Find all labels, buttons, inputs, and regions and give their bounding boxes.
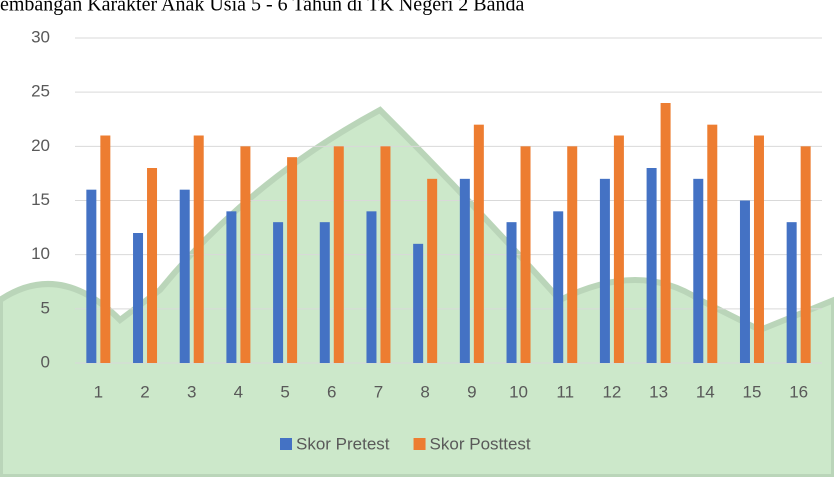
y-tick-label: 15 [31, 190, 50, 209]
bar [801, 146, 811, 363]
bar [427, 179, 437, 363]
y-tick-label: 20 [31, 136, 50, 155]
x-tick-label: 13 [649, 382, 668, 401]
x-tick-label: 7 [374, 382, 383, 401]
x-tick-label: 5 [280, 382, 289, 401]
bar [226, 211, 236, 363]
bar [553, 211, 563, 363]
y-tick-label: 10 [31, 244, 50, 263]
y-tick-label: 30 [31, 27, 50, 46]
bar [413, 244, 423, 363]
bar [194, 136, 204, 364]
x-tick-label: 4 [234, 382, 243, 401]
x-tick-label: 9 [467, 382, 476, 401]
bar [661, 103, 671, 363]
bar [647, 168, 657, 363]
x-tick-label: 3 [187, 382, 196, 401]
bar [754, 136, 764, 364]
bar [707, 125, 717, 363]
x-tick-label: 16 [789, 382, 808, 401]
bar [600, 179, 610, 363]
bar [567, 146, 577, 363]
bar [100, 136, 110, 364]
bar [507, 222, 517, 363]
bar [787, 222, 797, 363]
y-tick-label: 25 [31, 82, 50, 101]
bar [320, 222, 330, 363]
x-tick-label: 10 [509, 382, 528, 401]
bar [693, 179, 703, 363]
bar [460, 179, 470, 363]
bar [273, 222, 283, 363]
x-tick-label: 1 [94, 382, 103, 401]
bar [740, 201, 750, 364]
x-tick-label: 14 [696, 382, 715, 401]
bar [147, 168, 157, 363]
bar [287, 157, 297, 363]
bar [521, 146, 531, 363]
bar [366, 211, 376, 363]
y-tick-label: 0 [41, 352, 50, 371]
chart: embangan Karakter Anak Usia 5 - 6 Tahun … [0, 0, 834, 477]
x-tick-label: 12 [602, 382, 621, 401]
x-tick-label: 8 [420, 382, 429, 401]
bar [334, 146, 344, 363]
chart-title: embangan Karakter Anak Usia 5 - 6 Tahun … [0, 0, 524, 16]
bar [240, 146, 250, 363]
bar [380, 146, 390, 363]
bar [474, 125, 484, 363]
y-tick-label: 5 [41, 298, 50, 317]
x-tick-label: 11 [556, 382, 574, 401]
x-tick-label: 6 [327, 382, 336, 401]
bar [133, 233, 143, 363]
bar [180, 190, 190, 363]
legend-swatch [280, 438, 292, 450]
legend-swatch [414, 438, 426, 450]
x-tick-label: 2 [140, 382, 149, 401]
legend-label: Skor Posttest [430, 434, 531, 453]
x-tick-label: 15 [743, 382, 762, 401]
bar [614, 136, 624, 364]
bar [86, 190, 96, 363]
legend-label: Skor Pretest [296, 434, 390, 453]
